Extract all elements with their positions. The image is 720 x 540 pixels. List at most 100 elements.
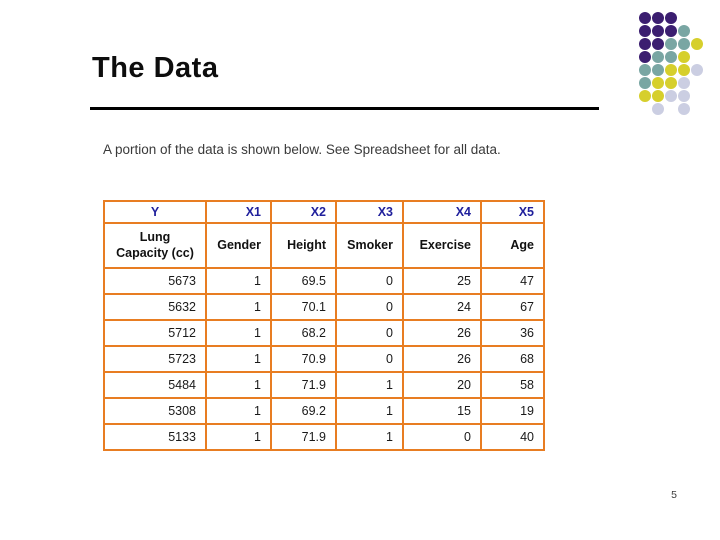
decorative-dot (678, 103, 690, 115)
table-cell: 20 (402, 371, 482, 399)
table-cell: 1 (335, 397, 404, 425)
table-cell: 0 (335, 319, 404, 347)
table-cell: 24 (402, 293, 482, 321)
decorative-dot (665, 12, 677, 24)
decorative-dot (691, 64, 703, 76)
column-header-x5: X5 (480, 200, 545, 224)
table-row: 5673 1 69.5 0 25 47 (103, 267, 545, 295)
table-cell: 40 (480, 423, 545, 451)
table-cell: 5484 (103, 371, 207, 399)
table-row: 5723 1 70.9 0 26 68 (103, 345, 545, 373)
table-cell: 1 (205, 423, 272, 451)
decorative-dot (665, 51, 677, 63)
table-cell: 58 (480, 371, 545, 399)
table-cell: 36 (480, 319, 545, 347)
table-cell: 71.9 (270, 423, 337, 451)
decorative-dot (665, 38, 677, 50)
column-header-lung-capacity: Lung Capacity (cc) (103, 222, 207, 269)
decorative-dot (678, 90, 690, 102)
decorative-dot (639, 90, 651, 102)
column-header-exercise: Exercise (402, 222, 482, 269)
table-cell: 47 (480, 267, 545, 295)
column-header-x2: X2 (270, 200, 337, 224)
dots-decoration (639, 12, 704, 116)
decorative-dot (665, 77, 677, 89)
decorative-dot (639, 38, 651, 50)
decorative-dot (652, 25, 664, 37)
column-header-gender: Gender (205, 222, 272, 269)
table-cell: 1 (335, 423, 404, 451)
decorative-dot (652, 64, 664, 76)
decorative-dot (652, 38, 664, 50)
table-cell: 5632 (103, 293, 207, 321)
table-cell: 5723 (103, 345, 207, 373)
table-row: 5484 1 71.9 1 20 58 (103, 371, 545, 399)
data-table: Y X1 X2 X3 X4 X5 Lung Capacity (cc) Gend… (103, 200, 545, 451)
column-header-smoker: Smoker (335, 222, 404, 269)
table-cell: 70.9 (270, 345, 337, 373)
table-cell: 1 (205, 397, 272, 425)
table-cell: 1 (205, 345, 272, 373)
decorative-dot (652, 77, 664, 89)
decorative-dot (639, 51, 651, 63)
decorative-dot (665, 90, 677, 102)
page-number: 5 (671, 489, 677, 501)
decorative-dot (652, 90, 664, 102)
decorative-dot (652, 12, 664, 24)
table-cell: 68.2 (270, 319, 337, 347)
table-cell: 5308 (103, 397, 207, 425)
decorative-dot (678, 38, 690, 50)
table-cell: 0 (335, 345, 404, 373)
column-header-age: Age (480, 222, 545, 269)
table-cell: 67 (480, 293, 545, 321)
decorative-dot (678, 64, 690, 76)
table-cell: 26 (402, 345, 482, 373)
table-row: 5632 1 70.1 0 24 67 (103, 293, 545, 321)
column-header-height: Height (270, 222, 337, 269)
table-row: 5133 1 71.9 1 0 40 (103, 423, 545, 451)
table-cell: 69.2 (270, 397, 337, 425)
table-cell: 5133 (103, 423, 207, 451)
decorative-dot (691, 38, 703, 50)
decorative-dot (639, 64, 651, 76)
table-row: 5308 1 69.2 1 15 19 (103, 397, 545, 425)
table-cell: 1 (205, 319, 272, 347)
column-header-x1: X1 (205, 200, 272, 224)
column-header-x3: X3 (335, 200, 404, 224)
decorative-dot (652, 51, 664, 63)
table-cell: 19 (480, 397, 545, 425)
table-cell: 0 (402, 423, 482, 451)
table-header-row-variables: Y X1 X2 X3 X4 X5 (103, 200, 545, 224)
table-cell: 1 (335, 371, 404, 399)
decorative-dot (678, 51, 690, 63)
decorative-dot (678, 25, 690, 37)
table-cell: 71.9 (270, 371, 337, 399)
table-cell: 26 (402, 319, 482, 347)
decorative-dot (665, 64, 677, 76)
column-header-x4: X4 (402, 200, 482, 224)
table-cell: 70.1 (270, 293, 337, 321)
decorative-dot (652, 103, 664, 115)
decorative-dot (639, 25, 651, 37)
table-cell: 5673 (103, 267, 207, 295)
table-cell: 68 (480, 345, 545, 373)
table-cell: 1 (205, 293, 272, 321)
decorative-dot (639, 77, 651, 89)
table-cell: 69.5 (270, 267, 337, 295)
slide-subtitle: A portion of the data is shown below. Se… (103, 142, 501, 157)
table-cell: 15 (402, 397, 482, 425)
decorative-dot (665, 25, 677, 37)
decorative-dot (639, 12, 651, 24)
table-cell: 0 (335, 267, 404, 295)
decorative-dot (678, 77, 690, 89)
table-cell: 0 (335, 293, 404, 321)
table-cell: 1 (205, 371, 272, 399)
table-row: 5712 1 68.2 0 26 36 (103, 319, 545, 347)
title-underline (90, 107, 599, 110)
table-cell: 1 (205, 267, 272, 295)
table-cell: 5712 (103, 319, 207, 347)
slide-title: The Data (92, 52, 219, 84)
table-header-row-names: Lung Capacity (cc) Gender Height Smoker … (103, 222, 545, 269)
column-header-y: Y (103, 200, 207, 224)
